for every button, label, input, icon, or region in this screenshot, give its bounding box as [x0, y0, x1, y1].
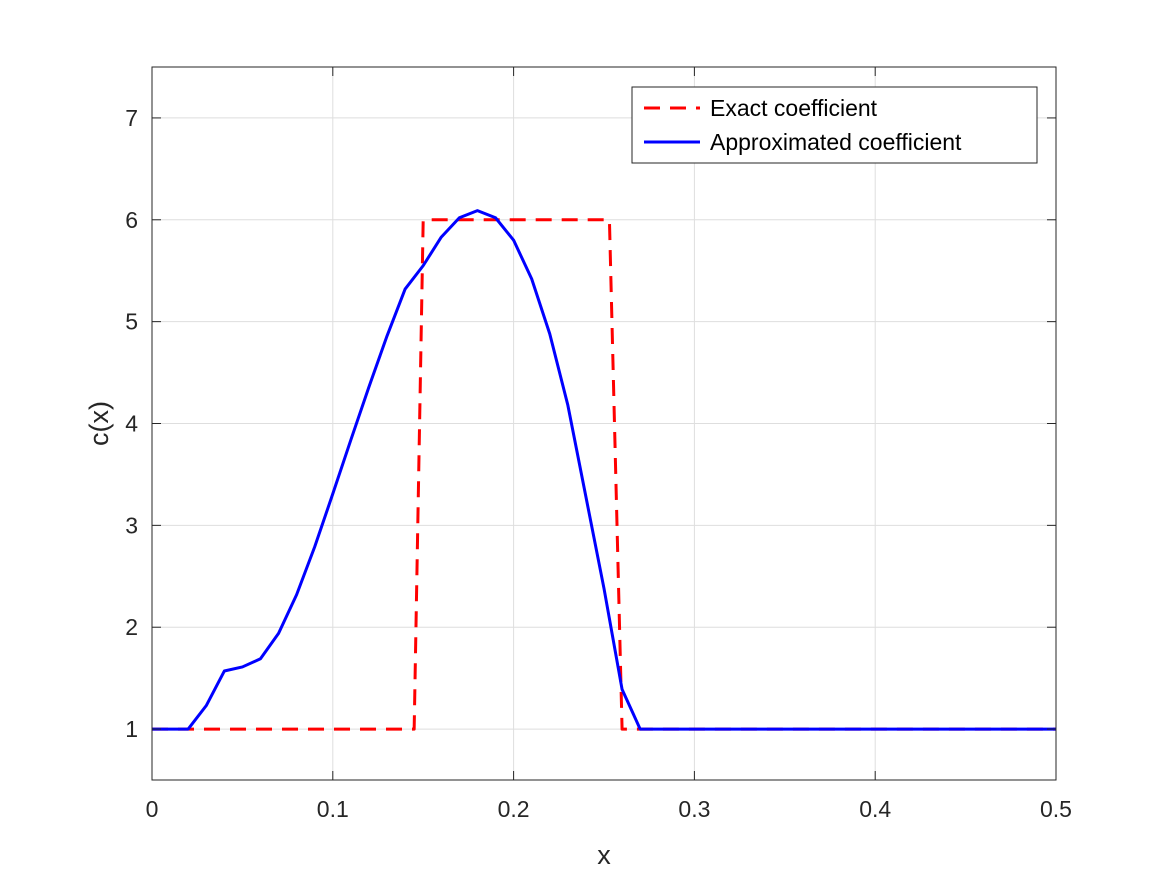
y-tick-label: 6 [125, 207, 138, 233]
series-line-exact [152, 218, 1056, 731]
grid [151, 67, 1057, 780]
x-tick-label: 0.4 [859, 796, 891, 822]
x-tick-label: 0.3 [678, 796, 710, 822]
y-tick-label: 7 [125, 105, 138, 131]
y-tick-label: 5 [125, 309, 138, 335]
x-tick-label: 0.5 [1040, 796, 1072, 822]
x-tick-label: 0 [146, 796, 159, 822]
x-tick-label: 0.1 [317, 796, 349, 822]
plot-lines [152, 209, 1056, 731]
legend-box [631, 86, 1038, 164]
y-tick-label: 2 [125, 614, 138, 640]
y-tick-label: 3 [125, 512, 138, 538]
ticks: 0 0.1 0.2 0.3 0.4 0.5 1 2 3 4 5 6 7 [125, 67, 1072, 822]
legend-label-approximated: Approximated coefficient [710, 129, 962, 155]
y-tick-label: 1 [125, 716, 138, 742]
y-axis-label: c(x) [84, 401, 114, 446]
legend-label-exact: Exact coefficient [710, 95, 878, 121]
series-line-approximated [152, 209, 1056, 731]
legend: Exact coefficient Approximated coefficien… [631, 86, 1038, 164]
x-tick-label: 0.2 [498, 796, 530, 822]
y-tick-label: 4 [125, 411, 138, 437]
x-axis-label: x [597, 840, 611, 870]
